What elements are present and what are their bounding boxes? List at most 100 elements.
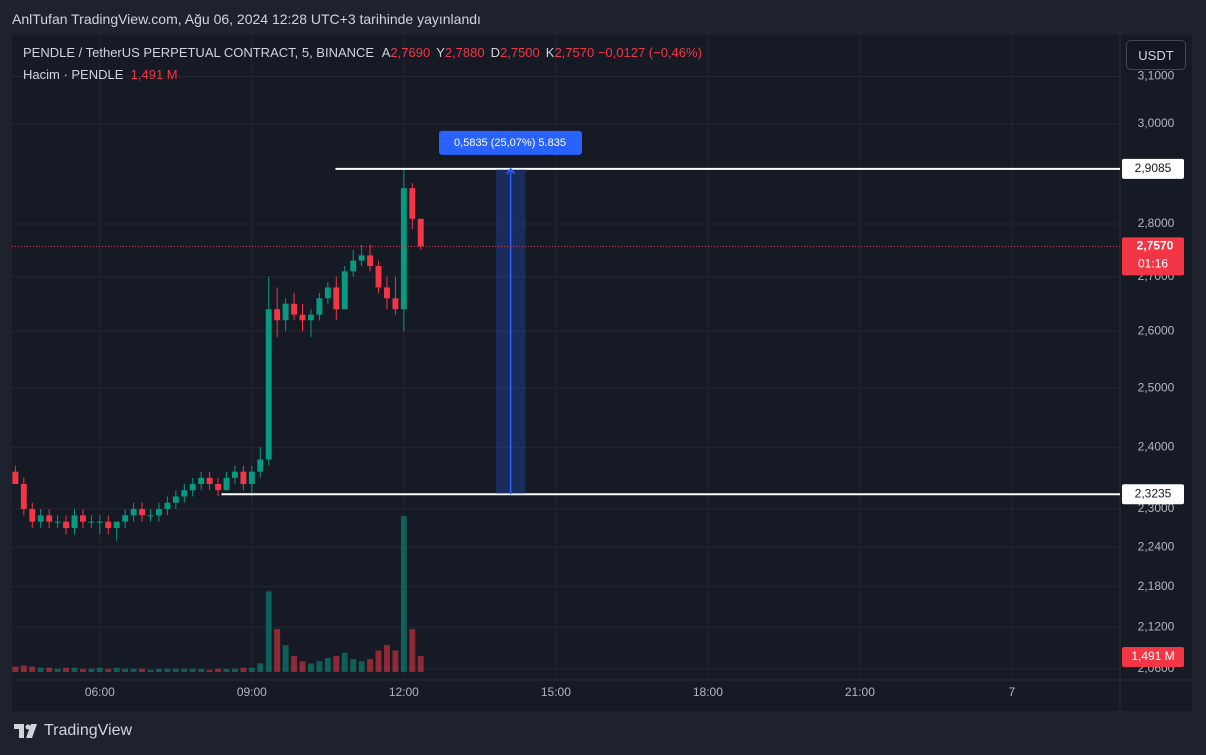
volume-bar [164, 668, 171, 672]
candle-body [384, 287, 390, 299]
ohlc-key: K [545, 45, 555, 60]
volume-bar [409, 629, 416, 672]
candle-body [417, 218, 424, 247]
volume-bar [265, 591, 272, 672]
volume-bar [12, 666, 19, 672]
candle-body [172, 496, 179, 503]
ohlc-key: Y [436, 45, 445, 60]
candle-body [409, 188, 416, 219]
volume-bar [291, 655, 298, 672]
candle-body [367, 255, 374, 266]
candle-body [181, 490, 188, 497]
volume-bar [400, 516, 407, 672]
volume-bar [316, 661, 323, 672]
candle-body [155, 509, 162, 516]
candle-body [248, 471, 255, 485]
volume-bar [155, 668, 162, 672]
volume-bar [172, 668, 179, 672]
y-tick-label: 2,1200 [1138, 619, 1175, 633]
candle-body [12, 471, 19, 485]
candle-body [147, 515, 154, 517]
logo-text: TradingView [44, 722, 133, 739]
volume-bar [358, 661, 365, 672]
change: −0,0127 (−0,46%) [597, 45, 702, 60]
price-label: 2,9085 [1135, 161, 1172, 175]
candle-body [223, 477, 230, 491]
candle-body [139, 509, 146, 516]
volume-bar [206, 669, 213, 672]
candle-body [29, 509, 36, 522]
price-label-box [1122, 158, 1184, 179]
symbol: PENDLE / TetherUS PERPETUAL CONTRACT, 5,… [23, 45, 375, 60]
volume-bar [341, 652, 348, 672]
candle-body [274, 309, 281, 321]
candle-body [46, 515, 53, 522]
candle-body [324, 287, 331, 299]
candle-body [265, 309, 272, 460]
countdown: 01:16 [1138, 257, 1168, 271]
symbol-legend: PENDLE / TetherUS PERPETUAL CONTRACT, 5,… [23, 45, 702, 60]
volume-bar [71, 667, 78, 672]
volume-bar [130, 668, 137, 672]
volume-bar [198, 668, 205, 672]
currency-button[interactable]: USDT [1126, 40, 1186, 70]
x-tick-label: 7 [1009, 685, 1016, 699]
volume-bar [350, 659, 357, 672]
logo-icon [14, 724, 37, 738]
y-tick-label: 2,4000 [1138, 440, 1175, 454]
volume-bar [417, 655, 424, 672]
volume-bar [147, 669, 154, 672]
candle-body [130, 509, 137, 516]
volume-bar [105, 668, 112, 672]
volume-bar [215, 668, 222, 672]
candle-body [105, 521, 112, 529]
candle-body [63, 521, 70, 529]
volume-bar [367, 659, 374, 672]
candle-body [54, 521, 61, 523]
last-volume-box [1122, 646, 1184, 667]
ohlc-value: 2,7690 [390, 45, 431, 60]
volume-bar [139, 668, 146, 672]
volume-bar [240, 667, 247, 672]
candle-body [375, 265, 382, 288]
volume-bar [299, 661, 306, 672]
price-label: 2,3235 [1135, 486, 1172, 500]
volume-bar [257, 663, 264, 672]
measure-label-box [439, 130, 582, 155]
volume-bar [384, 645, 390, 672]
volume-bar [189, 668, 196, 672]
candle-body [333, 287, 340, 310]
candle-body [215, 484, 222, 491]
volume-bar [181, 668, 188, 672]
last-volume-label: 1,491 M [1131, 649, 1174, 663]
x-tick-label: 21:00 [845, 685, 875, 699]
volume-bar [282, 645, 289, 672]
candle-body [282, 303, 289, 321]
x-tick-label: 12:00 [389, 685, 419, 699]
x-tick-label: 18:00 [693, 685, 723, 699]
candle-body [316, 298, 323, 315]
candle-body [113, 521, 120, 529]
volume-bar [375, 650, 382, 672]
y-tick-label: 2,8000 [1138, 216, 1175, 230]
volume-bar [79, 668, 86, 672]
candle-body [231, 471, 238, 478]
volume-bar [333, 655, 340, 672]
volume-value: 1,491 M [130, 67, 178, 82]
measure-arrow-head [506, 167, 516, 175]
candle-body [291, 303, 298, 315]
last-price-label: 2,7570 [1137, 239, 1174, 253]
y-tick-label: 2,2400 [1138, 539, 1175, 553]
candle-body [392, 298, 399, 310]
volume-bar [88, 668, 95, 672]
candle-body [20, 484, 27, 510]
x-tick-label: 15:00 [541, 685, 571, 699]
y-tick-label: 2,5000 [1138, 380, 1175, 394]
volume-bar [46, 667, 53, 672]
candle-body [198, 477, 205, 485]
footer: TradingView [14, 722, 132, 740]
candle-body [206, 477, 213, 485]
candle-body [308, 314, 314, 321]
y-tick-label: 2,3000 [1138, 501, 1175, 515]
volume-bar [29, 666, 36, 672]
